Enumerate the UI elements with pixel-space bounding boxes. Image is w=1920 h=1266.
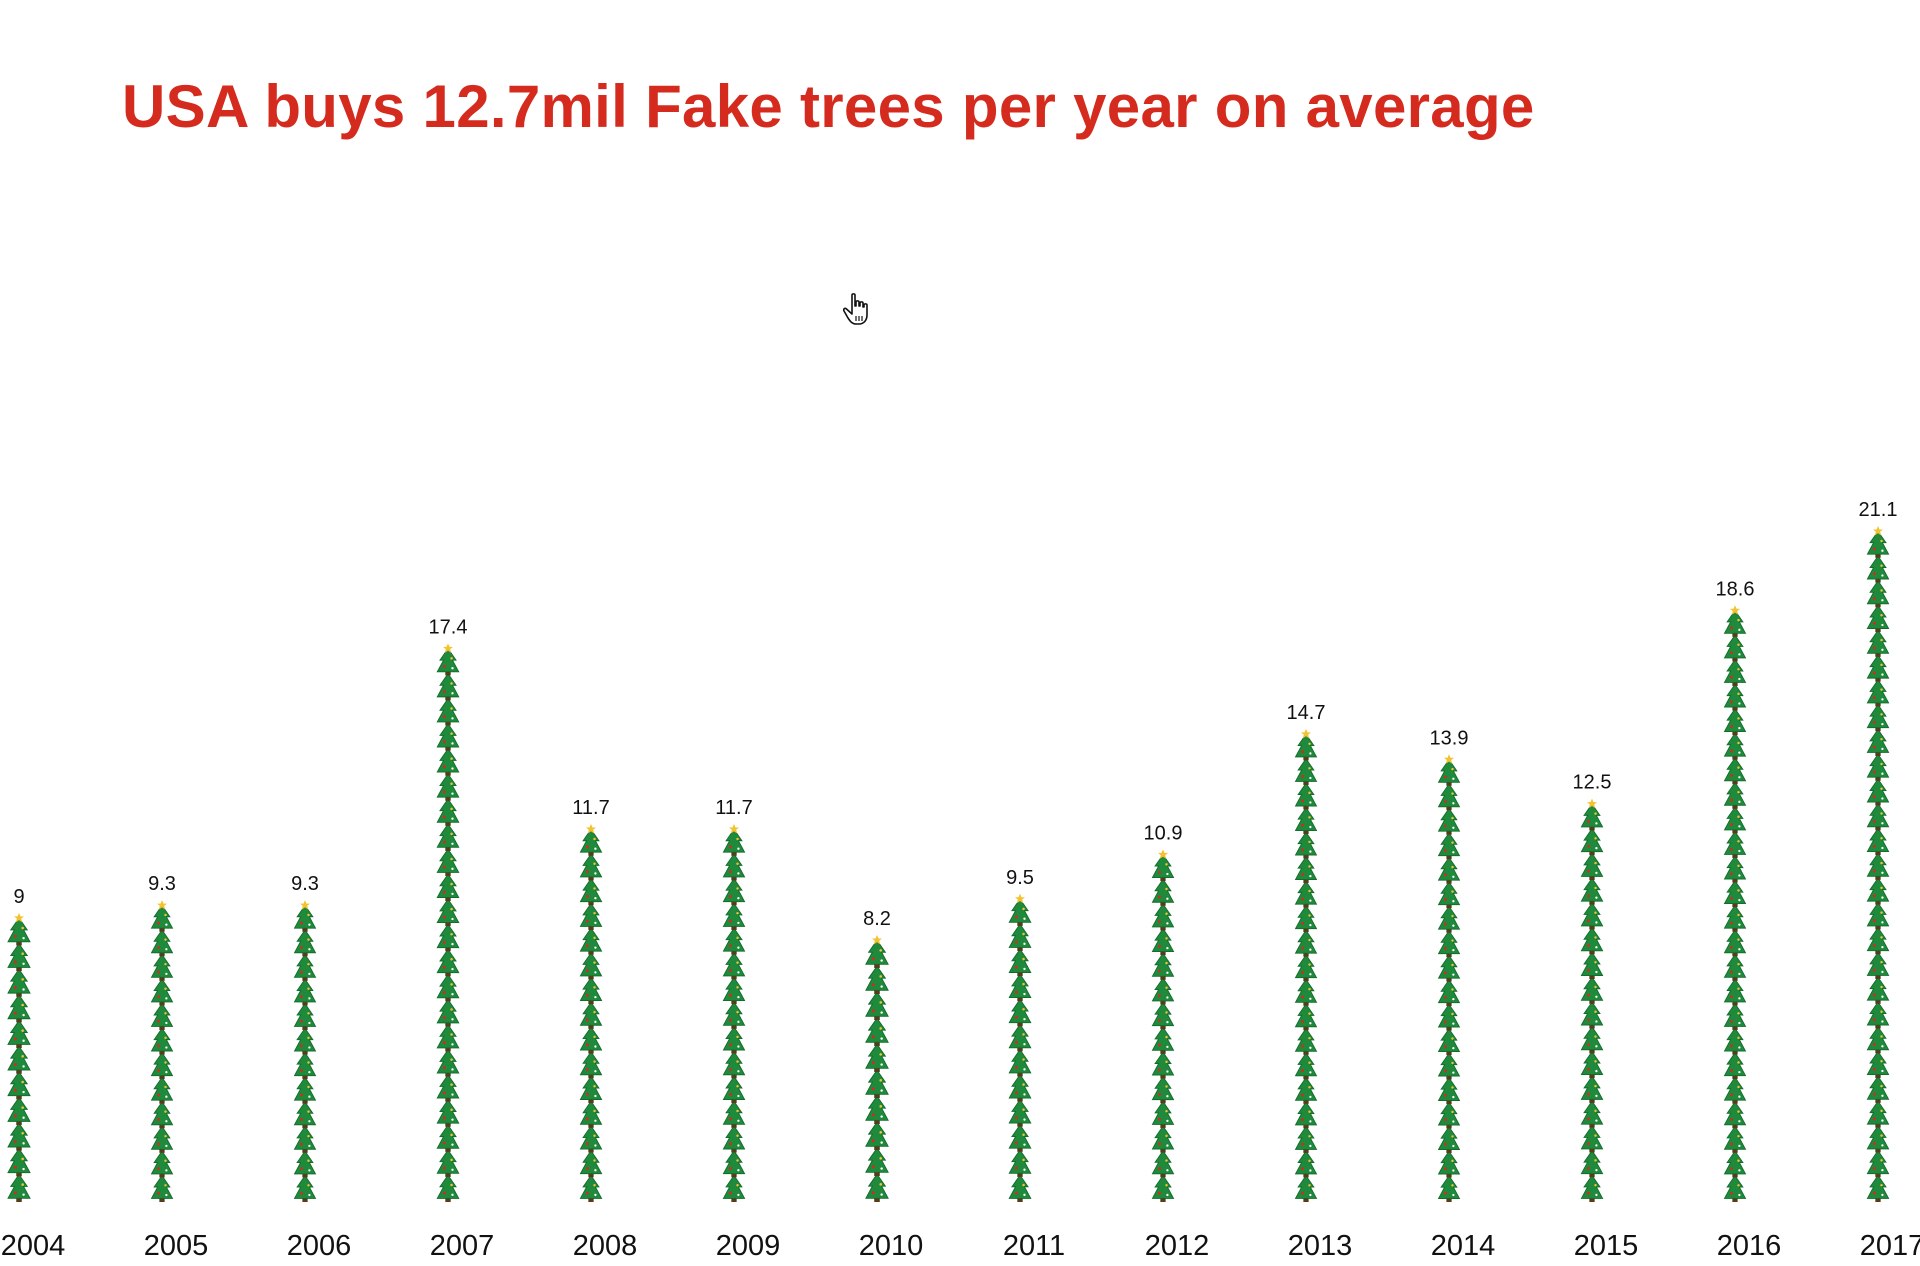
tree-column-2015 (1580, 798, 1604, 1203)
x-tick-label-2016: 2016 (1717, 1230, 1782, 1262)
x-tick-label-2013: 2013 (1288, 1230, 1353, 1262)
value-label-2004: 9 (13, 886, 24, 908)
x-tick-label-2015: 2015 (1574, 1230, 1639, 1262)
value-label-2010: 8.2 (863, 908, 891, 930)
x-tick-label-2017: 2017 (1860, 1230, 1920, 1262)
tree-column-2011 (1008, 893, 1032, 1203)
value-label-2015: 12.5 (1573, 772, 1612, 794)
tree-column-2009 (722, 824, 746, 1203)
tree-column-2007 (436, 643, 460, 1203)
tree-column-2010 (865, 935, 889, 1203)
value-label-2007: 17.4 (429, 616, 468, 638)
x-tick-label-2007: 2007 (430, 1230, 495, 1262)
x-tick-label-2004: 2004 (1, 1230, 66, 1262)
value-label-2016: 18.6 (1716, 578, 1755, 600)
value-label-2017: 21.1 (1859, 499, 1898, 521)
value-labels: 9 9.3 9.3 17.4 11.7 11.7 8.2 9.5 10.9 14.7 13.9 12.… (13, 499, 1897, 930)
tree-column-2004 (7, 912, 31, 1203)
x-tick-label-2010: 2010 (859, 1230, 924, 1262)
value-label-2013: 14.7 (1287, 702, 1326, 724)
tree-column-2005 (151, 900, 173, 1203)
x-tick-label-2012: 2012 (1145, 1230, 1210, 1262)
hand-pointer-icon (842, 293, 873, 332)
tree-column-2012 (1151, 849, 1175, 1203)
tree-column-2013 (1295, 728, 1317, 1203)
value-label-2008: 11.7 (572, 797, 609, 819)
x-tick-label-2008: 2008 (573, 1230, 638, 1262)
tree-column-2014 (1438, 754, 1460, 1203)
x-tick-label-2009: 2009 (716, 1230, 781, 1262)
value-label-2005: 9.3 (148, 873, 176, 895)
x-tick-label-2006: 2006 (287, 1230, 352, 1262)
x-tick-label-2014: 2014 (1431, 1230, 1496, 1262)
value-label-2014: 13.9 (1430, 727, 1469, 749)
value-label-2012: 10.9 (1144, 822, 1183, 844)
tree-column-2016 (1724, 605, 1746, 1203)
x-tick-label-2011: 2011 (1003, 1230, 1065, 1262)
tree-column-2008 (579, 824, 603, 1203)
value-label-2006: 9.3 (291, 873, 319, 895)
tree-column-2006 (294, 900, 316, 1203)
value-label-2009: 11.7 (715, 797, 752, 819)
x-tick-label-2005: 2005 (144, 1230, 209, 1262)
value-label-2011: 9.5 (1006, 867, 1034, 889)
tree-column-2017 (1866, 526, 1890, 1203)
tree-columns (7, 526, 1890, 1203)
x-axis: 2004 2005 2006 2007 2008 2009 2010 2011 2012 2013… (1, 1230, 1920, 1262)
chart-title: USA buys 12.7mil Fake trees per year on … (122, 73, 1535, 140)
